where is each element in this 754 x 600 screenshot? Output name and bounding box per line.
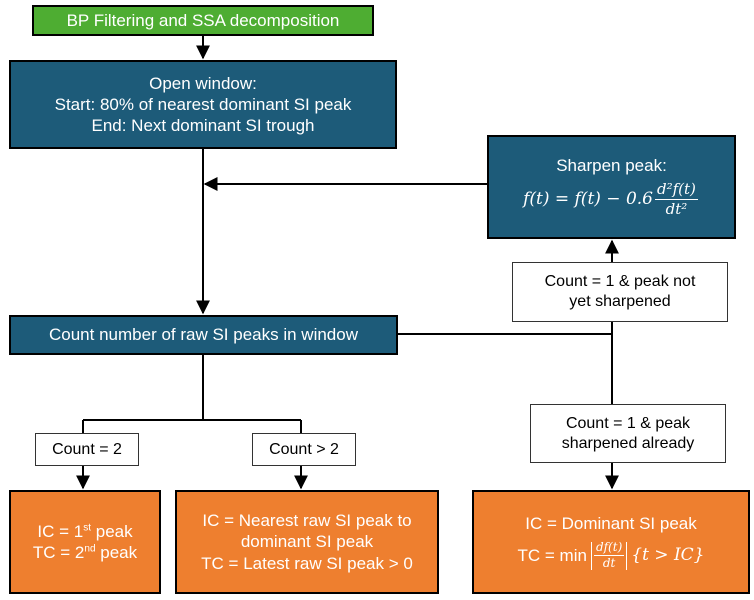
ic-countgt2-line1: IC = Nearest raw SI peak to [202,511,412,531]
open-window-node: Open window: Start: 80% of nearest domin… [9,60,397,149]
label-count-gt-2-text: Count > 2 [269,440,339,458]
bp-filtering-text: BP Filtering and SSA decomposition [66,10,340,30]
open-window-line2: Start: 80% of nearest dominant SI peak [54,94,352,114]
count-peaks-text: Count number of raw SI peaks in window [49,325,358,345]
label-count-gt-2: Count > 2 [252,433,356,466]
sharpen-eq-num: d²f(t) [655,180,698,201]
tc-sharpened-suffix: {t > IC} [631,545,705,565]
label-count-eq-2-text: Count = 2 [52,440,122,458]
label-count1-sharpened-line1: Count = 1 & peak [565,414,691,432]
tc-sharpened-frac-num: df(t) [593,540,625,557]
sharpen-eq-lhs: f(t) = f(t) − 0.6 [523,189,653,209]
ic-count2-sup: st [83,522,92,534]
ic-count2-suffix: peak [91,521,133,541]
ic-countgt2-line2: dominant SI peak [240,532,374,552]
ic-tc-countgt2-node: IC = Nearest raw SI peak to dominant SI … [175,490,439,594]
ic-count2-prefix: IC = 1 [37,521,84,541]
tc-sharpened-prefix: TC = min [517,546,587,565]
ic-tc-sharpened-node: IC = Dominant SI peak TC = min df(t) dt … [472,490,750,594]
tc-count2-sup: nd [84,543,96,555]
ic-tc-count2-node: IC = 1st peak TC = 2nd peak [9,490,161,594]
label-count1-not-sharpened-line2: yet sharpened [569,293,671,310]
sharpen-peak-node: Sharpen peak: f(t) = f(t) − 0.6 d²f(t) d… [487,135,736,239]
bp-filtering-node: BP Filtering and SSA decomposition [32,5,374,36]
tc-sharpened-fraction: df(t) dt [593,540,625,571]
ic-count2-line: IC = 1st peak [37,521,132,542]
tc-count2-prefix: TC = 2 [32,543,85,562]
label-count-eq-2: Count = 2 [35,433,139,466]
tc-count2-line: TC = 2nd peak [33,542,137,563]
count-peaks-node: Count number of raw SI peaks in window [9,315,398,355]
label-count1-sharpened-line2: sharpened already [561,434,695,452]
sharpen-equation: f(t) = f(t) − 0.6 d²f(t) dt² [523,180,700,219]
sharpen-eq-fraction: d²f(t) dt² [655,180,698,219]
label-count1-sharpened: Count = 1 & peak sharpened already [530,404,726,463]
tc-count2-suffix: peak [95,543,138,562]
sharpen-eq-den: dt² [665,200,688,219]
tc-sharpened-equation: TC = min df(t) dt {t > IC} [518,540,705,571]
open-window-line3: End: Next dominant SI trough [91,116,315,136]
tc-sharpened-frac-den: dt [602,556,616,571]
tc-countgt2-line3: TC = Latest raw SI peak > 0 [201,553,413,573]
open-window-line1: Open window: [149,73,257,93]
label-count1-not-sharpened-line1: Count = 1 & peak not [544,273,696,290]
abs-bar-right [626,541,628,570]
abs-bar-left [590,541,592,570]
label-count1-not-sharpened: Count = 1 & peak not yet sharpened [512,262,728,322]
ic-sharpened-line1: IC = Dominant SI peak [525,513,697,533]
sharpen-peak-title: Sharpen peak: [556,156,667,176]
